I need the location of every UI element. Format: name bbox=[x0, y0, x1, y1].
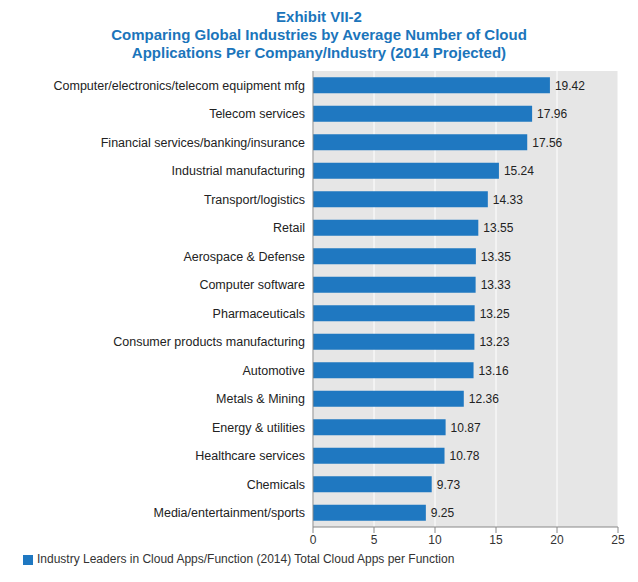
svg-text:Transport/logistics: Transport/logistics bbox=[204, 193, 305, 207]
html-text:Comparing Global Industries by: Comparing Global Industries by Average N… bbox=[111, 26, 527, 61]
svg-text:9.73: 9.73 bbox=[437, 478, 461, 492]
svg-text:Telecom services: Telecom services bbox=[209, 107, 305, 121]
svg-text:10.87: 10.87 bbox=[451, 421, 481, 435]
svg-text:Retail: Retail bbox=[273, 221, 305, 235]
svg-text:12.36: 12.36 bbox=[469, 392, 499, 406]
svg-text:19.42: 19.42 bbox=[555, 79, 585, 93]
svg-text:13.16: 13.16 bbox=[479, 364, 509, 378]
svg-text:5: 5 bbox=[371, 533, 378, 547]
svg-text:17.56: 17.56 bbox=[532, 136, 562, 150]
svg-text:10: 10 bbox=[428, 533, 442, 547]
html-text:Industry Leaders in Cloud Apps: Industry Leaders in Cloud Apps/Function … bbox=[37, 552, 455, 566]
svg-text:15.24: 15.24 bbox=[504, 164, 534, 178]
svg-text:13.33: 13.33 bbox=[481, 278, 511, 292]
svg-text:14.33: 14.33 bbox=[493, 193, 523, 207]
svg-text:Consumer products manufacturin: Consumer products manufacturing bbox=[113, 335, 305, 349]
svg-text:13.55: 13.55 bbox=[483, 221, 513, 235]
svg-text:Computer/electronics/telecom e: Computer/electronics/telecom equipment m… bbox=[53, 79, 305, 93]
svg-text:Metals & Mining: Metals & Mining bbox=[216, 392, 305, 406]
svg-text:17.96: 17.96 bbox=[537, 107, 567, 121]
svg-text:Media/entertainment/sports: Media/entertainment/sports bbox=[154, 506, 305, 520]
svg-text:Healthcare services: Healthcare services bbox=[195, 449, 305, 463]
svg-text:Industrial manufacturing: Industrial manufacturing bbox=[172, 164, 305, 178]
svg-text:Computer software: Computer software bbox=[199, 278, 305, 292]
svg-text:Pharmaceuticals: Pharmaceuticals bbox=[213, 307, 305, 321]
svg-text:Automotive: Automotive bbox=[242, 364, 305, 378]
svg-text:20: 20 bbox=[550, 533, 564, 547]
svg-text:13.25: 13.25 bbox=[480, 307, 510, 321]
svg-text:Chemicals: Chemicals bbox=[247, 478, 305, 492]
svg-text:Financial services/banking/ins: Financial services/banking/insurance bbox=[101, 136, 305, 150]
svg-text:9.25: 9.25 bbox=[431, 506, 455, 520]
svg-text:25: 25 bbox=[611, 533, 625, 547]
svg-text:13.23: 13.23 bbox=[479, 335, 509, 349]
svg-text:Aerospace & Defense: Aerospace & Defense bbox=[183, 250, 305, 264]
html-text:Exhibit VII-2: Exhibit VII-2 bbox=[276, 8, 362, 25]
svg-text:10.78: 10.78 bbox=[450, 449, 480, 463]
svg-text:13.35: 13.35 bbox=[481, 250, 511, 264]
svg-text:15: 15 bbox=[489, 533, 503, 547]
svg-text:0: 0 bbox=[310, 533, 317, 547]
svg-text:Energy & utilities: Energy & utilities bbox=[212, 421, 305, 435]
